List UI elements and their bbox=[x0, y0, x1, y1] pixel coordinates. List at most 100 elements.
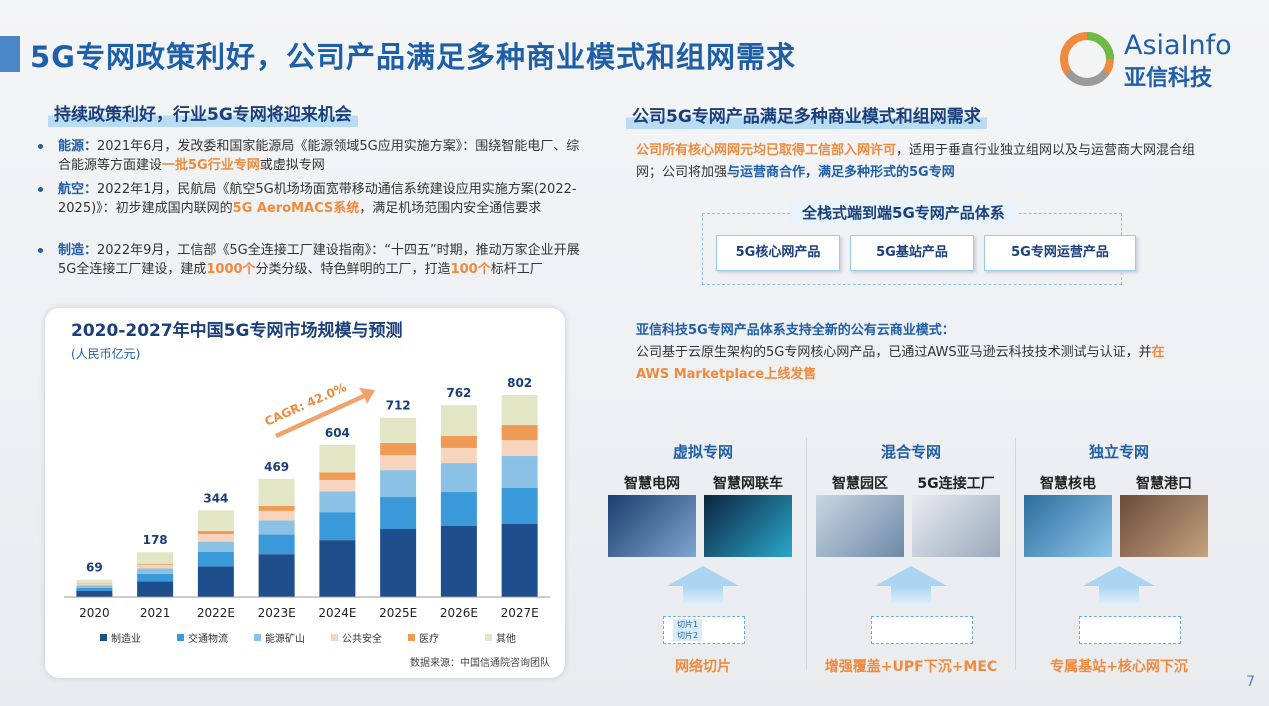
product: 5G核心网产品 bbox=[716, 235, 840, 271]
total-label: 469 bbox=[264, 460, 289, 474]
scene-image bbox=[704, 495, 792, 557]
bar-segment bbox=[380, 417, 417, 443]
bar-segment bbox=[258, 510, 295, 521]
legend-label: 能源矿山 bbox=[265, 632, 305, 645]
bar-segment bbox=[501, 487, 538, 524]
legend-swatch bbox=[485, 634, 492, 641]
mechanism-label: 网络切片 bbox=[675, 659, 731, 675]
source: 数据来源：中国信通院咨询团队 bbox=[410, 656, 550, 669]
legend-swatch bbox=[408, 634, 415, 641]
x-tick-label: 2026E bbox=[440, 606, 478, 620]
bar-segment bbox=[380, 455, 417, 471]
bar-segment bbox=[258, 478, 295, 506]
bar-segment bbox=[197, 541, 234, 552]
bullet-label: 制造： bbox=[58, 243, 98, 258]
total-label: 762 bbox=[446, 386, 471, 400]
bar-segment bbox=[380, 442, 417, 456]
bullet-label: 航空： bbox=[58, 182, 98, 197]
scene-label: 智慧电网 bbox=[624, 476, 680, 492]
cagr-arrow bbox=[275, 388, 375, 438]
bar-segment bbox=[137, 568, 174, 574]
bar-segment bbox=[76, 590, 113, 597]
column-title: 虚拟专网 bbox=[672, 443, 733, 461]
bar-segment bbox=[440, 405, 477, 436]
paragraph: 公司所有核心网网元均已取得工信部入网许可，适用于垂直行业独立组网以及与运营商大网… bbox=[636, 140, 1196, 184]
divider bbox=[1015, 438, 1016, 670]
mechanism-label: 专属基站+核心网下沉 bbox=[1050, 659, 1188, 675]
bar-segment bbox=[258, 505, 295, 511]
column-title: 独立专网 bbox=[1088, 443, 1149, 461]
arrow bbox=[1083, 566, 1155, 586]
legend-label: 医疗 bbox=[419, 632, 439, 645]
bar-segment bbox=[137, 581, 174, 597]
brand-cn: 亚信科技 bbox=[1124, 66, 1213, 91]
bar-segment bbox=[319, 479, 356, 492]
legend-label: 制造业 bbox=[111, 632, 141, 645]
mechanism-box bbox=[1079, 616, 1181, 644]
total-label: 69 bbox=[86, 561, 103, 575]
arrow bbox=[667, 566, 739, 586]
chart-card bbox=[45, 308, 565, 678]
x-tick-label: 2020 bbox=[79, 606, 110, 620]
legend-swatch bbox=[177, 634, 184, 641]
text: 并 bbox=[1138, 345, 1152, 360]
bar-segment bbox=[197, 566, 234, 597]
icon-label: 切片1 bbox=[673, 619, 703, 630]
bar-segment bbox=[197, 534, 234, 542]
bar-segment bbox=[258, 520, 295, 535]
divider bbox=[806, 438, 807, 670]
total-label: 802 bbox=[507, 376, 532, 390]
bar-segment bbox=[319, 540, 356, 597]
product: 5G专网运营产品 bbox=[984, 235, 1136, 271]
arrow bbox=[683, 586, 723, 606]
arrow bbox=[891, 586, 931, 606]
arrow bbox=[875, 566, 947, 586]
legend-swatch bbox=[100, 634, 107, 641]
bullet: 航空：2022年1月，民航局《航空5G机场场面宽带移动通信系统建设应用实施方案(… bbox=[38, 180, 590, 218]
total-label: 712 bbox=[386, 399, 411, 413]
bar-segment bbox=[440, 463, 477, 493]
scene-image bbox=[1120, 495, 1208, 557]
scene-image bbox=[1024, 495, 1112, 557]
bar-segment bbox=[319, 444, 356, 473]
bar-segment bbox=[76, 583, 113, 586]
x-tick-label: 2024E bbox=[318, 606, 356, 620]
bar-segment bbox=[319, 472, 356, 480]
text: ，满足机场范围内安全通信要求 bbox=[359, 201, 542, 216]
x-tick-label: 2027E bbox=[501, 606, 539, 620]
text: 2021年6月，发改委和国家能源局《能源领域5G应用实施方案》：围绕智能电厂、综… bbox=[58, 139, 580, 173]
bar-segment bbox=[380, 470, 417, 498]
highlight: 在AWS Marketplace上线发售 bbox=[636, 345, 1165, 382]
x-tick-label: 2025E bbox=[379, 606, 417, 620]
scene-image bbox=[912, 495, 1000, 557]
x-tick-label: 2021 bbox=[140, 606, 171, 620]
icon-label: 切片2 bbox=[673, 630, 703, 641]
bar-segment bbox=[137, 563, 174, 565]
scene-label: 智慧园区 bbox=[832, 476, 888, 492]
bullet: 制造：2022年9月，工信部《5G全连接工厂建设指南》：“十四五”时期，推动万家… bbox=[38, 241, 590, 279]
emphasis: 与运营商合作，满足多种形式的5G专网 bbox=[727, 165, 955, 180]
text: 标杆工厂 bbox=[490, 262, 543, 277]
scene-label: 智慧核电 bbox=[1040, 476, 1096, 492]
product-title: 全栈式端到端5G专网产品体系 bbox=[790, 200, 1017, 225]
scene-label: 智慧网联车 bbox=[713, 476, 783, 492]
bar-segment bbox=[501, 440, 538, 457]
text: 分类分级、特色鲜明的工厂，打造 bbox=[255, 262, 451, 277]
bar-segment bbox=[501, 425, 538, 441]
bar-segment bbox=[76, 579, 113, 584]
page-number: 7 bbox=[1246, 674, 1255, 690]
bar-segment bbox=[197, 531, 234, 535]
bar-segment bbox=[501, 523, 538, 597]
scene-image bbox=[608, 495, 696, 557]
mechanism-label: 增强覆盖+UPF下沉+MEC bbox=[824, 659, 998, 675]
mechanism-box bbox=[871, 616, 973, 644]
bar-segment bbox=[258, 534, 295, 555]
paragraph: 亚信科技5G专网产品体系支持全新的公有云商业模式： 公司基于云原生架构的5G专网核… bbox=[636, 320, 1196, 386]
total-label: 344 bbox=[203, 491, 228, 505]
bullet: 能源：2021年6月，发改委和国家能源局《能源领域5G应用实施方案》：围绕智能电… bbox=[38, 137, 590, 175]
bar-segment bbox=[440, 526, 477, 597]
bar-segment bbox=[440, 447, 477, 464]
text: 2022年9月，工信部《5G全连接工厂建设指南》：“十四五”时期，推动万家企业开… bbox=[58, 243, 580, 277]
x-tick-label: 2023E bbox=[258, 606, 296, 620]
